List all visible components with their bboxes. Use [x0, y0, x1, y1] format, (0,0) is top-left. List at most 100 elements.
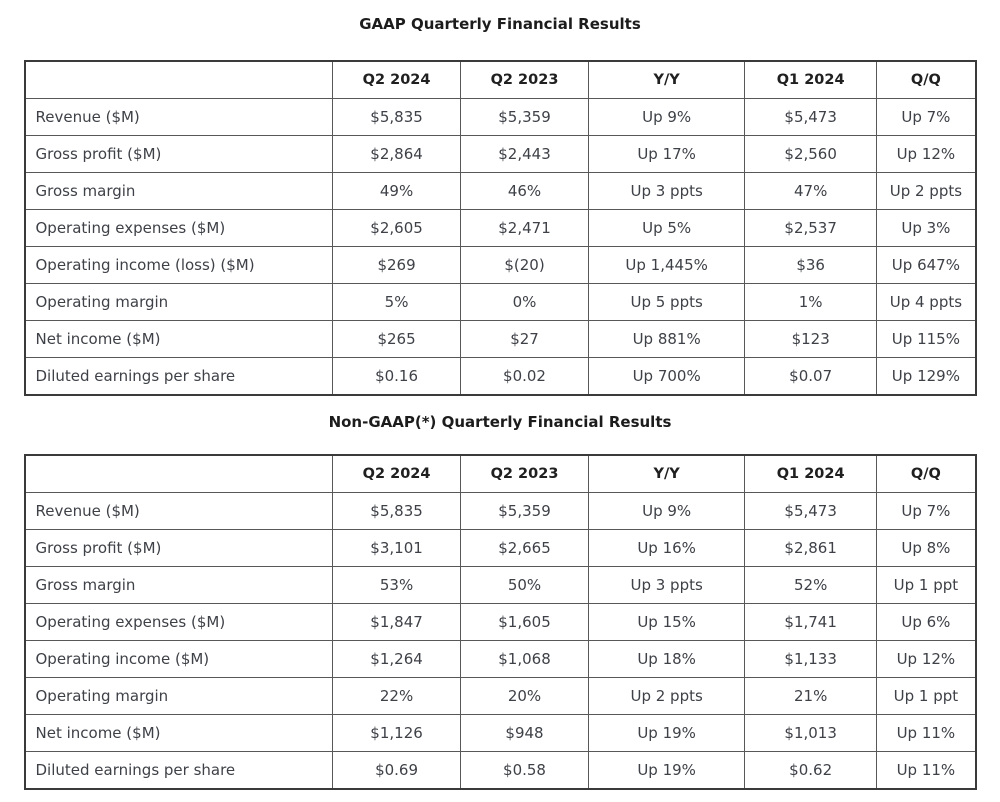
cell-value: Up 129%	[876, 357, 976, 396]
cell-value: Up 17%	[588, 135, 746, 173]
cell-value: Up 15%	[588, 603, 746, 641]
cell-value: $2,560	[744, 135, 878, 173]
table-row: Gross margin 49% 46% Up 3 ppts 47% Up 2 ppts	[23, 172, 976, 210]
cell-value: $948	[459, 714, 590, 752]
table-row: Operating income ($M) $1,264 $1,068 Up 18% $…	[23, 640, 976, 678]
column-header-q2-2024: Q2 2024	[332, 454, 461, 493]
row-label-header	[23, 454, 334, 493]
row-label: Diluted earnings per share	[23, 357, 334, 396]
row-label: Operating income ($M)	[23, 640, 334, 678]
cell-value: Up 1 ppt	[876, 566, 976, 604]
non-gaap-table-title: Non-GAAP(*) Quarterly Financial Results	[328, 413, 672, 431]
cell-value: Up 3 ppts	[588, 566, 746, 604]
table-row: Operating margin 5% 0% Up 5 ppts 1% Up 4 ppts	[23, 283, 976, 321]
cell-value: $5,473	[744, 98, 878, 136]
column-header-y-y: Y/Y	[588, 60, 746, 99]
cell-value: $2,443	[459, 135, 590, 173]
gaap-results-section: GAAP Quarterly Financial Results Q2 2024…	[0, 14, 1000, 396]
table-row: Operating expenses ($M) $2,605 $2,471 Up 5%…	[23, 209, 976, 247]
row-label: Net income ($M)	[23, 714, 334, 752]
cell-value: $2,665	[459, 529, 590, 567]
cell-value: $1,741	[744, 603, 878, 641]
cell-value: 0%	[459, 283, 590, 321]
cell-value: $0.16	[332, 357, 461, 396]
table-row: Diluted earnings per share $0.69 $0.58 Up 1…	[23, 751, 976, 790]
row-label-header	[23, 60, 334, 99]
cell-value: $2,605	[332, 209, 461, 247]
cell-value: $5,359	[459, 492, 590, 530]
table-row: Operating income (loss) ($M) $269 $(20) Up …	[23, 246, 976, 284]
cell-value: Up 16%	[588, 529, 746, 567]
table-row: Gross margin 53% 50% Up 3 ppts 52% Up 1 ppt	[23, 566, 976, 604]
cell-value: $0.02	[459, 357, 590, 396]
column-header-q2-2023: Q2 2023	[459, 60, 590, 99]
table-row: Gross profit ($M) $2,864 $2,443 Up 17% $2,56…	[23, 135, 976, 173]
cell-value: $1,068	[459, 640, 590, 678]
table-row: Revenue ($M) $5,835 $5,359 Up 9% $5,473 Up 7%	[23, 492, 976, 530]
gaap-results-table: Q2 2024 Q2 2023 Y/Y Q1 2024 Q/Q Revenue ($M)…	[23, 60, 977, 396]
cell-value: Up 8%	[876, 529, 976, 567]
cell-value: $0.69	[332, 751, 461, 790]
cell-value: $0.58	[459, 751, 590, 790]
row-label: Gross profit ($M)	[23, 529, 334, 567]
cell-value: 46%	[459, 172, 590, 210]
row-label: Gross margin	[23, 172, 334, 210]
cell-value: 20%	[459, 677, 590, 715]
cell-value: $27	[459, 320, 590, 358]
row-label: Gross margin	[23, 566, 334, 604]
gaap-table-title: GAAP Quarterly Financial Results	[359, 15, 641, 33]
row-label: Operating income (loss) ($M)	[23, 246, 334, 284]
cell-value: Up 11%	[876, 751, 976, 790]
cell-value: Up 115%	[876, 320, 976, 358]
cell-value: Up 6%	[876, 603, 976, 641]
row-label: Gross profit ($M)	[23, 135, 334, 173]
cell-value: Up 881%	[588, 320, 746, 358]
cell-value: Up 700%	[588, 357, 746, 396]
cell-value: 50%	[459, 566, 590, 604]
cell-value: Up 12%	[876, 135, 976, 173]
cell-value: $2,537	[744, 209, 878, 247]
cell-value: $1,133	[744, 640, 878, 678]
non-gaap-results-table: Q2 2024 Q2 2023 Y/Y Q1 2024 Q/Q Revenue ($M)…	[23, 454, 977, 790]
cell-value: 22%	[332, 677, 461, 715]
row-label: Revenue ($M)	[23, 98, 334, 136]
cell-value: $269	[332, 246, 461, 284]
cell-value: Up 2 ppts	[876, 172, 976, 210]
cell-value: Up 647%	[876, 246, 976, 284]
cell-value: $5,835	[332, 98, 461, 136]
cell-value: $0.07	[744, 357, 878, 396]
table-row: Gross profit ($M) $3,101 $2,665 Up 16% $2,86…	[23, 529, 976, 567]
cell-value: $5,359	[459, 98, 590, 136]
cell-value: Up 18%	[588, 640, 746, 678]
cell-value: 52%	[744, 566, 878, 604]
cell-value: Up 1 ppt	[876, 677, 976, 715]
cell-value: $3,101	[332, 529, 461, 567]
cell-value: $36	[744, 246, 878, 284]
table-row: Diluted earnings per share $0.16 $0.02 Up 7…	[23, 357, 976, 396]
table-row: Net income ($M) $1,126 $948 Up 19% $1,013 Up …	[23, 714, 976, 752]
cell-value: $1,605	[459, 603, 590, 641]
cell-value: 53%	[332, 566, 461, 604]
column-header-q2-2023: Q2 2023	[459, 454, 590, 493]
cell-value: Up 7%	[876, 98, 976, 136]
table-row: Revenue ($M) $5,835 $5,359 Up 9% $5,473 Up 7%	[23, 98, 976, 136]
cell-value: 21%	[744, 677, 878, 715]
cell-value: $123	[744, 320, 878, 358]
row-label: Operating expenses ($M)	[23, 209, 334, 247]
cell-value: Up 2 ppts	[588, 677, 746, 715]
column-header-q2-2024: Q2 2024	[332, 60, 461, 99]
cell-value: Up 12%	[876, 640, 976, 678]
cell-value: $5,835	[332, 492, 461, 530]
cell-value: Up 9%	[588, 492, 746, 530]
cell-value: Up 3%	[876, 209, 976, 247]
row-label: Diluted earnings per share	[23, 751, 334, 790]
cell-value: Up 9%	[588, 98, 746, 136]
cell-value: Up 11%	[876, 714, 976, 752]
column-header-q1-2024: Q1 2024	[744, 454, 878, 493]
cell-value: $0.62	[744, 751, 878, 790]
cell-value: 1%	[744, 283, 878, 321]
cell-value: $1,126	[332, 714, 461, 752]
cell-value: 5%	[332, 283, 461, 321]
cell-value: Up 1,445%	[588, 246, 746, 284]
table-row: Net income ($M) $265 $27 Up 881% $123 Up 115%	[23, 320, 976, 358]
